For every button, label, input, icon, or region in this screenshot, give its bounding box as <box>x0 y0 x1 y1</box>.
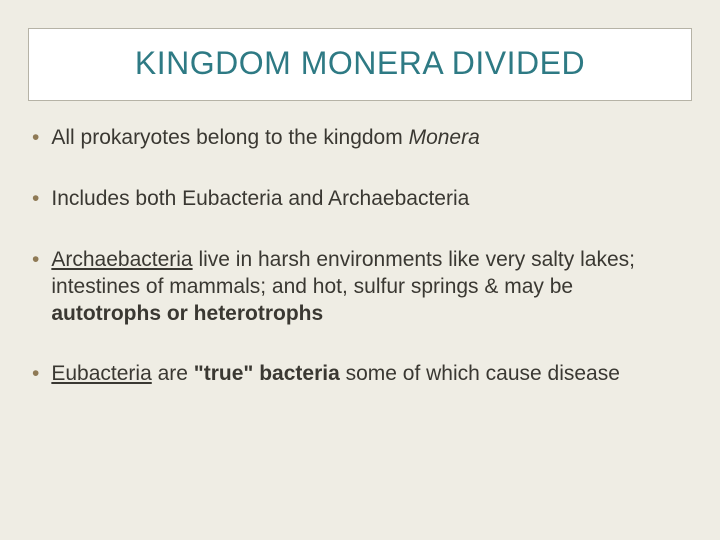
bullet-icon: • <box>32 361 39 388</box>
slide-title: KINGDOM MONERA DIVIDED <box>39 45 681 82</box>
text-segment: All prokaryotes belong to the kingdom <box>51 126 408 149</box>
text-segment: Eubacteria <box>51 362 151 385</box>
text-segment: are <box>152 362 194 385</box>
list-item: • Includes both Eubacteria and Archaebact… <box>32 186 688 213</box>
bullet-text: Archaebacteria live in harsh environment… <box>51 247 688 328</box>
text-segment: autotrophs or heterotrophs <box>51 302 323 325</box>
list-item: • Eubacteria are "true" bacteria some of … <box>32 361 688 388</box>
slide: KINGDOM MONERA DIVIDED • All prokaryotes … <box>0 0 720 540</box>
bullet-text: All prokaryotes belong to the kingdom Mo… <box>51 125 688 152</box>
bullet-icon: • <box>32 247 39 274</box>
text-segment: Archaebacteria <box>51 248 192 271</box>
bullet-text: Includes both Eubacteria and Archaebacte… <box>51 186 688 213</box>
list-item: • Archaebacteria live in harsh environmen… <box>32 247 688 328</box>
bullet-list: • All prokaryotes belong to the kingdom M… <box>26 125 694 388</box>
bullet-icon: • <box>32 125 39 152</box>
text-segment: Monera <box>409 126 480 149</box>
text-segment: "true" bacteria <box>194 362 340 385</box>
title-box: KINGDOM MONERA DIVIDED <box>28 28 692 101</box>
text-segment: some of which cause disease <box>340 362 620 385</box>
bullet-text: Eubacteria are "true" bacteria some of w… <box>51 361 688 388</box>
bullet-icon: • <box>32 186 39 213</box>
list-item: • All prokaryotes belong to the kingdom M… <box>32 125 688 152</box>
text-segment: Includes both Eubacteria and Archaebacte… <box>51 187 469 210</box>
